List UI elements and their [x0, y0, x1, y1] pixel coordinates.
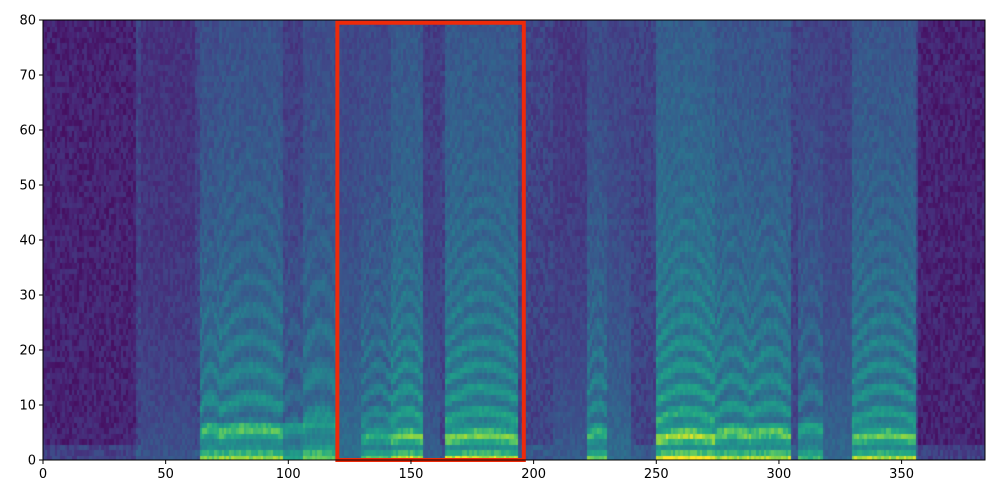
x-tick-label: 300 — [767, 467, 792, 482]
y-tick-label: 30 — [19, 289, 36, 304]
y-axis: 0 10 20 30 40 50 60 70 80 — [19, 14, 43, 469]
x-tick-label: 200 — [521, 467, 546, 482]
y-tick-label: 60 — [19, 124, 36, 139]
y-tick-label: 10 — [19, 399, 36, 414]
spectrogram-heatmap — [43, 20, 985, 460]
x-tick-label: 100 — [276, 467, 301, 482]
x-axis: 0 50 100 150 200 250 300 350 — [39, 460, 914, 482]
heatmap-container — [43, 20, 985, 460]
x-tick-label: 250 — [644, 467, 669, 482]
y-tick-label: 0 — [28, 454, 36, 469]
x-tick-label: 350 — [889, 467, 914, 482]
x-tick-label: 50 — [157, 467, 174, 482]
plot-area — [42, 19, 986, 462]
y-tick-label: 20 — [19, 344, 36, 359]
x-tick-label: 0 — [39, 467, 47, 482]
y-tick-label: 40 — [19, 234, 36, 249]
y-tick-label: 50 — [19, 179, 36, 194]
y-tick-label: 70 — [19, 69, 36, 84]
x-tick-label: 150 — [399, 467, 424, 482]
y-tick-label: 80 — [19, 14, 36, 29]
